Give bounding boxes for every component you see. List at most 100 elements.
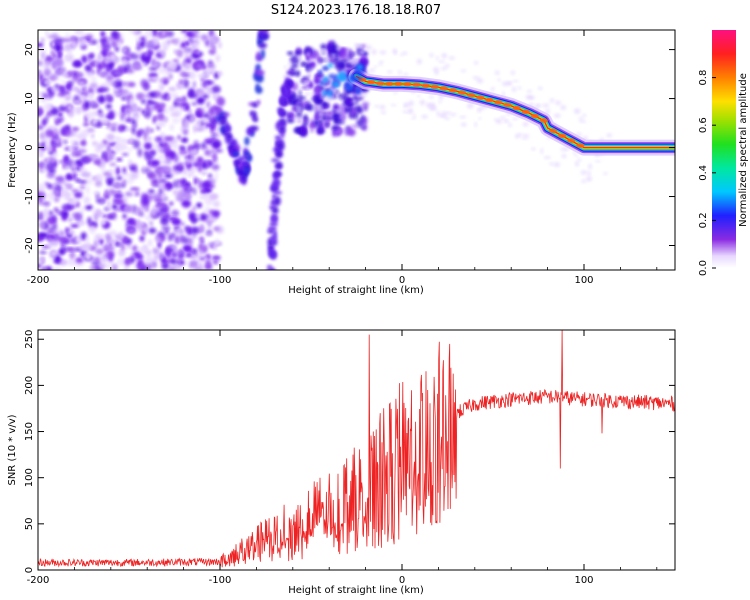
cluster-blob [327, 63, 334, 68]
snr-x-tick-label: 100 [574, 575, 593, 586]
noise-blob [101, 118, 109, 125]
noise-blob [118, 32, 124, 38]
cloud-blob [360, 114, 365, 122]
noise-blob [125, 223, 130, 227]
halo-blob [534, 104, 541, 107]
noise-blob [60, 102, 68, 106]
noise-blob [148, 227, 157, 234]
trace-blob [252, 102, 258, 108]
noise-blob [122, 57, 127, 66]
halo-blob [318, 111, 323, 117]
halo-blob [338, 97, 343, 100]
noise-blob [87, 58, 92, 62]
cluster-blob [327, 89, 333, 98]
halo-blob [606, 133, 612, 138]
halo-blob [512, 80, 519, 83]
halo-blob [578, 117, 584, 121]
noise-blob [85, 111, 95, 120]
halo-blob [360, 92, 368, 98]
noise-blob [38, 220, 45, 228]
cloud-blob [355, 105, 363, 114]
noise-blob [121, 171, 130, 177]
halo-blob [508, 122, 512, 128]
halo-blob [379, 60, 384, 63]
noise-blob [192, 232, 197, 239]
noise-blob [191, 30, 200, 35]
noise-blob [188, 87, 195, 94]
noise-blob [146, 260, 154, 264]
noise-blob [183, 48, 193, 52]
noise-blob [81, 55, 88, 63]
cloud-blob [329, 44, 339, 52]
snr-x-label: Height of straight line (km) [288, 585, 424, 596]
noise-blob [97, 62, 102, 72]
halo-blob [530, 147, 536, 151]
noise-blob [129, 165, 137, 172]
cloud-blob [295, 70, 300, 77]
halo-blob [306, 87, 311, 90]
cluster-blob [344, 82, 350, 87]
noise-blob [193, 176, 198, 186]
trace-blob [273, 190, 283, 195]
trace-blob [244, 151, 251, 157]
halo-blob [317, 105, 322, 112]
noise-blob [188, 249, 194, 254]
noise-blob [205, 232, 213, 237]
noise-blob [174, 250, 184, 255]
noise-blob [93, 123, 103, 128]
noise-blob [43, 68, 52, 77]
noise-blob [102, 214, 107, 218]
noise-blob [122, 236, 128, 244]
noise-blob [63, 55, 70, 60]
trace-blob [255, 83, 260, 91]
cloud-blob [295, 49, 302, 57]
cluster-blob [354, 75, 363, 81]
noise-blob [98, 112, 105, 119]
ridge-bead [376, 81, 385, 86]
noise-blob [189, 209, 194, 214]
noise-blob [130, 254, 135, 262]
noise-blob [143, 225, 148, 234]
halo-blob [510, 70, 515, 75]
cloud-blob [308, 61, 316, 68]
noise-blob [158, 82, 165, 92]
cloud-blob [303, 114, 308, 121]
cloud-blob [295, 101, 305, 106]
noise-blob [214, 171, 218, 180]
noise-blob [54, 43, 62, 53]
cloud-blob [315, 103, 319, 114]
noise-blob [57, 160, 65, 164]
noise-blob [59, 230, 65, 237]
noise-blob [211, 164, 220, 171]
ridge-bead [439, 86, 448, 91]
halo-blob [579, 120, 587, 123]
noise-blob [39, 168, 50, 172]
halo-blob [441, 111, 447, 114]
noise-blob [96, 209, 104, 218]
trace-blob [263, 30, 268, 32]
noise-blob [123, 204, 134, 213]
noise-blob [96, 142, 106, 149]
noise-blob [145, 41, 156, 48]
halo-blob [461, 122, 467, 127]
snr-y-tick-label: 50 [24, 517, 35, 530]
noise-blob [74, 30, 83, 36]
noise-blob [64, 94, 72, 102]
noise-blob [38, 256, 45, 263]
noise-blob [144, 30, 154, 38]
noise-blob [109, 168, 115, 173]
noise-blob [212, 153, 217, 163]
noise-blob [55, 175, 65, 182]
noise-blob [38, 70, 42, 74]
noise-blob [137, 148, 143, 158]
noise-blob [53, 37, 64, 44]
halo-blob [474, 122, 478, 128]
noise-blob [195, 119, 202, 128]
halo-blob [517, 86, 522, 90]
noise-blob [201, 72, 211, 78]
noise-blob [204, 160, 215, 164]
noise-blob [119, 88, 129, 96]
trace-blob [268, 225, 277, 232]
noise-blob [67, 80, 75, 85]
noise-blob [110, 82, 119, 86]
